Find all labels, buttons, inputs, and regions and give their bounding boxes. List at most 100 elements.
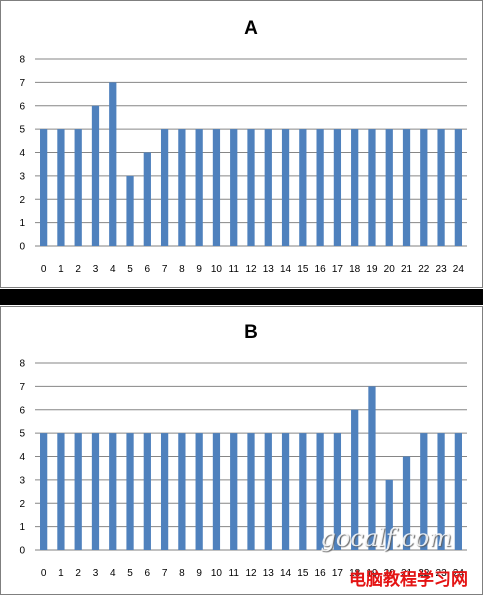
x-tick-label: 17: [332, 264, 344, 275]
y-tick-label: 4: [19, 148, 25, 159]
bar: [178, 129, 186, 246]
bar: [247, 129, 255, 246]
x-tick-label: 1: [58, 264, 64, 275]
y-tick-label: 6: [19, 101, 25, 112]
x-tick-label: 21: [401, 264, 413, 275]
x-tick-label: 15: [297, 264, 309, 275]
x-tick-label: 2: [75, 264, 81, 275]
bar: [333, 433, 342, 550]
y-tick-label: 2: [19, 195, 25, 206]
bar: [40, 433, 48, 550]
x-tick-label: 18: [349, 264, 361, 275]
x-tick-label: 0: [41, 264, 47, 275]
bar: [74, 433, 82, 550]
y-tick-label: 1: [19, 522, 25, 533]
x-tick-label: 20: [384, 568, 396, 579]
bar: [212, 129, 221, 246]
x-tick-label: 13: [263, 264, 275, 275]
bar: [420, 129, 428, 246]
bar: [57, 433, 65, 550]
bar: [91, 105, 100, 246]
y-tick-label: 3: [19, 171, 25, 182]
x-tick-label: 2: [75, 568, 81, 579]
panel-divider: [0, 289, 483, 305]
bar: [437, 433, 445, 550]
bar: [74, 129, 82, 246]
bar: [454, 129, 462, 246]
chart-panel-b: B 0 1 2 3 4 5 6 7 8 0 1 2 3 4 5 6 7 8 9 10 11 12 13 14 15 16 17 18 19…: [0, 306, 483, 595]
x-tick-label: 24: [453, 568, 465, 579]
y-tick-label: 1: [19, 218, 25, 229]
bar: [385, 479, 393, 550]
x-tick-label: 16: [315, 264, 327, 275]
bar: [40, 129, 48, 246]
x-tick-label: 16: [315, 568, 327, 579]
x-tick-label: 23: [436, 264, 448, 275]
x-tick-label: 22: [418, 568, 430, 579]
bar: [368, 129, 376, 246]
bar: [333, 129, 342, 246]
y-tick-label: 7: [19, 78, 25, 89]
x-tick-label: 4: [110, 264, 116, 275]
x-tick-label: 22: [418, 264, 430, 275]
x-tick-label: 9: [196, 264, 202, 275]
x-tick-label: 5: [127, 264, 133, 275]
bar: [281, 129, 290, 246]
y-tick-label: 2: [19, 499, 25, 510]
x-tick-label: 11: [229, 264, 240, 275]
bar: [351, 409, 359, 550]
bar: [281, 433, 290, 550]
x-tick-label: 6: [145, 568, 151, 579]
x-tick-label: 14: [280, 568, 292, 579]
bar: [178, 433, 186, 550]
y-tick-label: 8: [19, 55, 25, 66]
x-tick-label: 3: [93, 568, 99, 579]
bar: [91, 433, 100, 550]
bar: [195, 129, 203, 246]
bar: [212, 433, 221, 550]
x-tick-label: 12: [245, 264, 257, 275]
watermark-site: gocalf.com: [320, 524, 452, 552]
x-tick-label: 21: [401, 568, 413, 579]
bar: [109, 82, 117, 246]
bar: [351, 129, 359, 246]
bar: [195, 433, 203, 550]
y-tick-label: 4: [19, 452, 25, 463]
bar: [264, 129, 272, 246]
bar: [160, 129, 169, 246]
x-tick-label: 12: [245, 568, 257, 579]
bar: [385, 129, 393, 246]
y-tick-label: 6: [19, 405, 25, 416]
x-tick-label: 5: [127, 568, 133, 579]
y-tick-label: 7: [19, 382, 25, 393]
x-tick-label: 7: [162, 568, 168, 579]
bar: [299, 129, 307, 246]
x-tick-label: 24: [453, 264, 465, 275]
x-tick-label: 10: [211, 568, 223, 579]
x-tick-label: 11: [229, 568, 240, 579]
y-tick-label: 5: [19, 429, 25, 440]
x-tick-label: 3: [93, 264, 99, 275]
bar: [402, 456, 411, 550]
y-tick-label: 5: [19, 125, 25, 136]
x-tick-label: 18: [349, 568, 361, 579]
x-tick-label: 19: [366, 264, 378, 275]
watermark-label: 电脑教程学习网: [349, 570, 468, 590]
bar: [230, 129, 238, 246]
bar: [126, 433, 134, 550]
y-tick-label: 0: [19, 242, 25, 253]
y-tick-label: 8: [19, 359, 25, 370]
x-tick-label: 8: [179, 264, 185, 275]
x-tick-label: 15: [297, 568, 309, 579]
x-tick-label: 4: [110, 568, 116, 579]
x-tick-label: 23: [436, 568, 448, 579]
x-tick-label: 8: [179, 568, 185, 579]
bar: [264, 433, 272, 550]
x-tick-label: 20: [384, 264, 396, 275]
bar: [420, 433, 428, 550]
chart-title: B: [244, 322, 258, 343]
x-tick-label: 17: [332, 568, 344, 579]
x-tick-label: 13: [263, 568, 275, 579]
